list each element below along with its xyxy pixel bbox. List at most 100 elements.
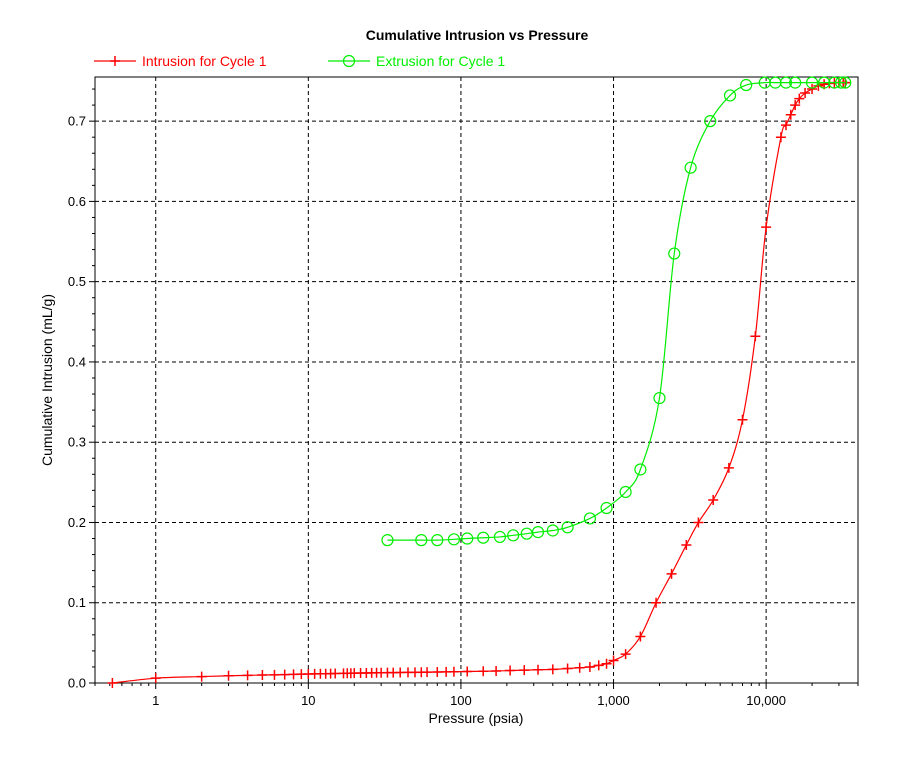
data-point-intrusion bbox=[601, 658, 612, 669]
data-point-intrusion bbox=[635, 631, 646, 642]
data-point-intrusion bbox=[775, 132, 786, 143]
data-point-extrusion bbox=[507, 529, 520, 542]
y-tick-label: 0.1 bbox=[68, 595, 86, 610]
data-point-intrusion bbox=[223, 670, 234, 681]
data-point-extrusion bbox=[447, 533, 461, 546]
x-tick-label: 1 bbox=[152, 693, 159, 708]
data-point-extrusion bbox=[684, 161, 697, 174]
data-point-intrusion bbox=[491, 665, 502, 676]
legend-item-intrusion: Intrusion for Cycle 1 bbox=[94, 53, 267, 69]
data-point-intrusion bbox=[750, 331, 761, 342]
data-point-intrusion bbox=[242, 670, 253, 681]
data-point-extrusion bbox=[789, 76, 802, 89]
data-point-intrusion bbox=[651, 597, 662, 608]
x-tick-label: 10,000 bbox=[746, 693, 786, 708]
data-point-intrusion bbox=[807, 84, 818, 95]
data-point-intrusion bbox=[547, 664, 558, 675]
data-point-extrusion bbox=[740, 78, 753, 92]
data-point-extrusion bbox=[461, 532, 474, 545]
data-point-intrusion bbox=[608, 655, 619, 666]
series-line-extrusion bbox=[387, 81, 846, 541]
data-point-intrusion bbox=[737, 414, 748, 425]
data-point-intrusion bbox=[150, 673, 161, 684]
data-point-extrusion bbox=[415, 534, 428, 547]
x-tick-label: 100 bbox=[450, 693, 472, 708]
data-point-intrusion bbox=[593, 660, 604, 671]
data-point-extrusion bbox=[668, 247, 681, 260]
chart-title: Cumulative Intrusion vs Pressure bbox=[366, 27, 589, 43]
legend-label-extrusion: Extrusion for Cycle 1 bbox=[376, 53, 505, 69]
data-point-intrusion bbox=[574, 662, 585, 673]
data-point-intrusion bbox=[279, 669, 290, 680]
legend-plus-icon bbox=[110, 56, 120, 66]
series-layer bbox=[107, 76, 852, 688]
y-tick-label: 0.2 bbox=[68, 515, 86, 530]
y-axis-label: Cumulative Intrusion (mL/g) bbox=[39, 294, 55, 466]
data-point-intrusion bbox=[708, 494, 719, 505]
data-point-extrusion bbox=[561, 521, 574, 534]
legend: Intrusion for Cycle 1 Extrusion for Cycl… bbox=[94, 53, 505, 69]
legend-label-intrusion: Intrusion for Cycle 1 bbox=[142, 53, 267, 69]
data-point-extrusion bbox=[431, 534, 444, 547]
data-point-extrusion bbox=[600, 501, 613, 515]
data-point-intrusion bbox=[666, 568, 677, 579]
y-tick-label: 0.3 bbox=[68, 435, 86, 450]
legend-marker-extrusion bbox=[342, 54, 356, 68]
legend-item-extrusion: Extrusion for Cycle 1 bbox=[328, 53, 505, 69]
data-point-intrusion bbox=[196, 671, 207, 682]
data-point-extrusion bbox=[704, 115, 717, 128]
data-point-intrusion bbox=[790, 100, 801, 111]
data-point-intrusion bbox=[432, 667, 443, 678]
data-point-extrusion bbox=[779, 76, 793, 89]
data-point-intrusion bbox=[422, 667, 433, 678]
data-point-intrusion bbox=[107, 678, 118, 688]
y-tick-label: 0.4 bbox=[68, 354, 86, 369]
data-point-intrusion bbox=[620, 649, 631, 660]
y-tick-label: 0.6 bbox=[68, 194, 86, 209]
data-point-extrusion bbox=[477, 531, 490, 544]
data-point-extrusion bbox=[839, 76, 852, 89]
data-point-intrusion bbox=[505, 665, 516, 676]
legend-marker-intrusion bbox=[110, 56, 120, 66]
data-point-extrusion bbox=[818, 76, 831, 89]
y-tick-label: 0.0 bbox=[68, 676, 86, 691]
data-point-extrusion bbox=[493, 530, 506, 544]
data-point-intrusion bbox=[519, 665, 530, 676]
axis-ticks: 1 10 100 1,000 10,000 0.0 0.1 0.2 0.3 0.4 0.5 0.6 0.… bbox=[68, 88, 859, 708]
series-extrusion bbox=[381, 76, 852, 547]
data-point-intrusion bbox=[478, 666, 489, 677]
data-point-extrusion bbox=[381, 534, 394, 547]
data-point-intrusion bbox=[781, 120, 792, 131]
x-axis-label: Pressure (psia) bbox=[429, 710, 524, 726]
data-point-intrusion bbox=[448, 666, 459, 677]
data-point-intrusion bbox=[681, 539, 692, 550]
data-point-intrusion bbox=[257, 669, 268, 680]
data-point-extrusion bbox=[805, 76, 819, 89]
data-point-intrusion bbox=[794, 93, 805, 104]
data-point-intrusion bbox=[584, 661, 595, 672]
data-point-intrusion bbox=[533, 664, 544, 675]
data-point-extrusion bbox=[531, 526, 545, 539]
series-line-intrusion bbox=[112, 81, 846, 684]
data-point-intrusion bbox=[723, 462, 734, 473]
data-point-intrusion bbox=[761, 222, 772, 233]
series-intrusion bbox=[107, 77, 851, 688]
legend-circle-icon bbox=[342, 54, 356, 68]
data-point-intrusion bbox=[693, 517, 704, 528]
y-tick-label: 0.5 bbox=[68, 274, 86, 289]
data-point-intrusion bbox=[785, 109, 796, 120]
data-point-intrusion bbox=[800, 88, 811, 99]
data-point-intrusion bbox=[462, 666, 473, 677]
plot-frame bbox=[94, 76, 859, 684]
data-point-extrusion bbox=[835, 76, 848, 89]
data-point-extrusion bbox=[619, 485, 632, 499]
x-tick-label: 1,000 bbox=[597, 693, 630, 708]
data-point-extrusion bbox=[653, 391, 666, 405]
data-point-extrusion bbox=[546, 524, 559, 537]
data-point-extrusion bbox=[634, 463, 647, 476]
data-point-intrusion bbox=[269, 669, 280, 680]
data-point-extrusion bbox=[723, 89, 737, 102]
data-point-extrusion bbox=[583, 512, 596, 525]
x-tick-label: 10 bbox=[301, 693, 315, 708]
